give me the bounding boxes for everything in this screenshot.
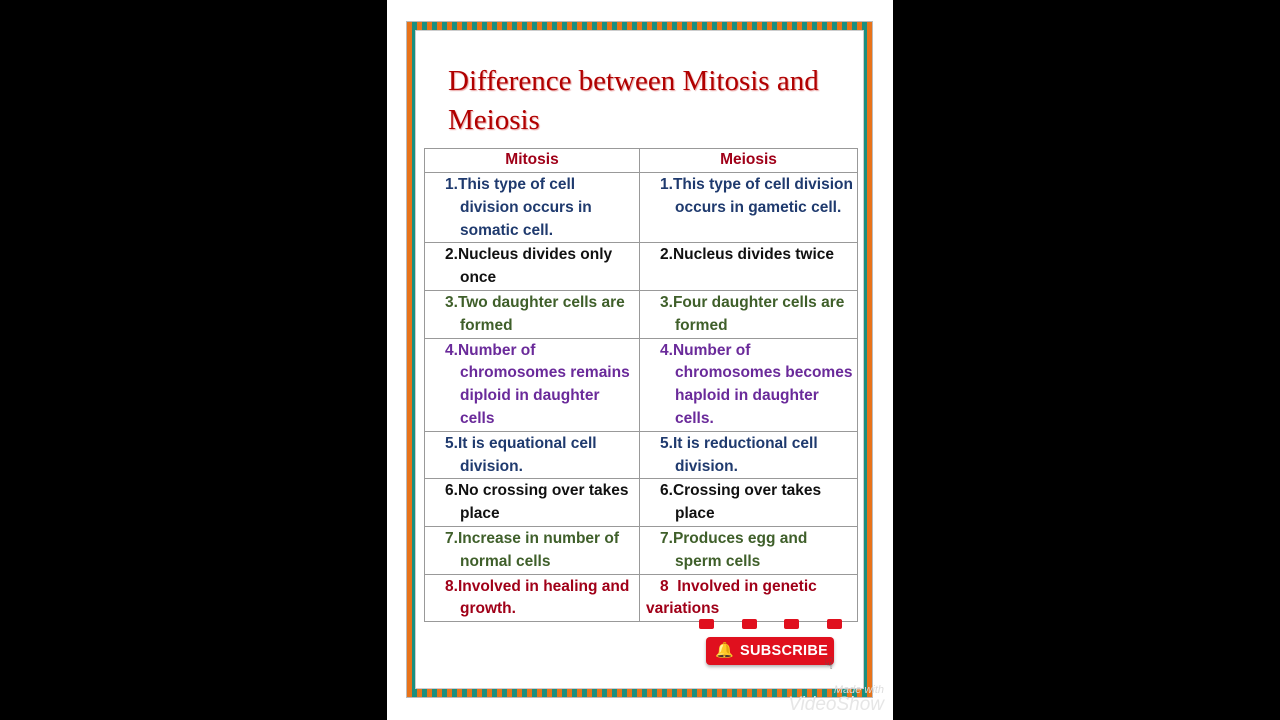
- header-meiosis: Meiosis: [639, 148, 858, 173]
- item-number: 5.: [660, 434, 673, 452]
- cell-mitosis: 7.Increase in number of normal cells: [424, 525, 640, 575]
- cell-meiosis: 1.This type of cell division occurs in g…: [639, 171, 858, 244]
- item-number: 2.: [660, 246, 673, 264]
- item-number: 6.: [660, 482, 673, 500]
- table-row: 3.Two daughter cells are formed 3.Four da…: [424, 289, 858, 339]
- cell-mitosis: 6.No crossing over takes place: [424, 478, 640, 527]
- item-number: 5.: [445, 434, 458, 452]
- item-text: This type of cell division occurs in gam…: [672, 176, 853, 216]
- item-text: Four daughter cells are formed: [672, 293, 845, 334]
- item-number: 3.: [445, 293, 458, 311]
- cell-meiosis: 6.Crossing over takes place: [639, 478, 858, 527]
- item-number: 8: [660, 577, 678, 595]
- share-icon: [784, 619, 799, 629]
- cell-mitosis: 4.Number of chromosomes remains diploid …: [424, 337, 640, 432]
- item-number: 7.: [660, 529, 673, 547]
- table-row: 8.Involved in healing and growth. 8 Invol…: [424, 573, 858, 623]
- bell-icon: 🔔: [715, 642, 734, 659]
- item-number: 1.: [660, 176, 673, 193]
- cell-meiosis: 2.Nucleus divides twice: [639, 242, 858, 291]
- item-text: Involved in genetic variations: [646, 577, 817, 618]
- header-mitosis: Mitosis: [424, 148, 640, 173]
- watermark-line2: VideoShow: [788, 694, 884, 715]
- cell-mitosis: 2.Nucleus divides only once: [424, 242, 640, 291]
- item-text: Nucleus divides twice: [672, 246, 835, 264]
- cell-meiosis: 4.Number of chromosomes becomes haploid …: [639, 337, 858, 432]
- item-number: 7.: [445, 529, 458, 547]
- item-text: Two daughter cells are formed: [457, 293, 625, 334]
- cell-meiosis: 7.Produces egg and sperm cells: [639, 525, 858, 575]
- item-text: Produces egg and sperm cells: [672, 529, 808, 570]
- item-number: 4.: [660, 341, 673, 359]
- table-row: 5.It is equational cell division. 5.It is…: [424, 430, 858, 480]
- like-icon: [699, 619, 714, 629]
- cell-mitosis: 1.This type of cell division occurs in s…: [424, 171, 640, 244]
- item-text: It is reductional cell division.: [672, 434, 818, 475]
- table-row: 1.This type of cell division occurs in s…: [424, 171, 858, 244]
- item-text: Nucleus divides only once: [457, 246, 613, 287]
- item-number: 4.: [445, 341, 458, 359]
- cell-mitosis: 8.Involved in healing and growth.: [424, 573, 640, 623]
- item-text: Involved in healing and growth.: [457, 577, 630, 618]
- item-text: No crossing over takes place: [457, 482, 629, 523]
- item-text: Increase in number of normal cells: [457, 529, 620, 570]
- item-text: It is equational cell division.: [457, 434, 597, 475]
- item-text: This type of cell division occurs in som…: [457, 176, 592, 239]
- cell-meiosis: 8 Involved in genetic variations: [639, 573, 858, 623]
- subscribe-button[interactable]: 🔔 SUBSCRIBE: [706, 637, 834, 665]
- item-number: 1.: [445, 176, 458, 193]
- page-title: Difference between Mitosis and Meiosis: [448, 65, 819, 136]
- comment-icon: [742, 619, 757, 629]
- hand-cursor-icon: ☟: [824, 656, 834, 673]
- cell-mitosis: 3.Two daughter cells are formed: [424, 289, 640, 339]
- table-row: 6.No crossing over takes place 6.Crossing…: [424, 478, 858, 527]
- cell-meiosis: 3.Four daughter cells are formed: [639, 289, 858, 339]
- item-number: 3.: [660, 293, 673, 311]
- item-text: Number of chromosomes remains diploid in…: [457, 341, 630, 427]
- table-row: 2.Nucleus divides only once 2.Nucleus div…: [424, 242, 858, 291]
- comparison-table: Mitosis Meiosis 1.This type of cell divi…: [424, 148, 858, 623]
- item-text: Crossing over takes place: [672, 482, 822, 523]
- table-row: 4.Number of chromosomes remains diploid …: [424, 337, 858, 432]
- item-number: 8.: [445, 577, 458, 595]
- watermark: Made with VideoShow: [784, 684, 884, 714]
- table-row: 7.Increase in number of normal cells 7.Pr…: [424, 525, 858, 575]
- notification-icon: [827, 619, 842, 629]
- cell-meiosis: 5.It is reductional cell division.: [639, 430, 858, 480]
- cell-mitosis: 5.It is equational cell division.: [424, 430, 640, 480]
- item-text: Number of chromosomes becomes haploid in…: [672, 341, 853, 427]
- subscribe-label: SUBSCRIBE: [740, 643, 829, 659]
- item-number: 2.: [445, 246, 458, 264]
- watermark-line1: Made with: [833, 684, 884, 696]
- item-number: 6.: [445, 482, 458, 500]
